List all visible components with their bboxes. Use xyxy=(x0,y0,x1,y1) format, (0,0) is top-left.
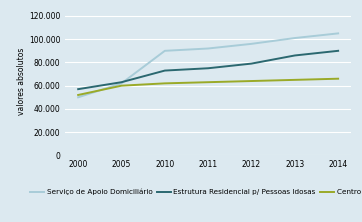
Serviço de Apoio Domiciliário xyxy=(249,43,254,45)
Estrutura Residencial p/ Pessoas Idosas xyxy=(119,81,124,83)
Serviço de Apoio Domiciliário xyxy=(76,96,80,99)
Centro de Dia xyxy=(336,77,340,80)
Estrutura Residencial p/ Pessoas Idosas xyxy=(292,54,297,57)
Serviço de Apoio Domiciliário xyxy=(336,32,340,35)
Centro de Dia xyxy=(76,94,80,96)
Line: Centro de Dia: Centro de Dia xyxy=(78,79,338,95)
Estrutura Residencial p/ Pessoas Idosas xyxy=(249,62,254,65)
Serviço de Apoio Domiciliário xyxy=(206,47,210,50)
Centro de Dia xyxy=(119,84,124,87)
Centro de Dia xyxy=(249,80,254,82)
Centro de Dia xyxy=(206,81,210,83)
Centro de Dia xyxy=(292,79,297,81)
Serviço de Apoio Domiciliário xyxy=(292,37,297,39)
Serviço de Apoio Domiciliário xyxy=(119,82,124,85)
Line: Estrutura Residencial p/ Pessoas Idosas: Estrutura Residencial p/ Pessoas Idosas xyxy=(78,51,338,89)
Estrutura Residencial p/ Pessoas Idosas xyxy=(206,67,210,69)
Estrutura Residencial p/ Pessoas Idosas xyxy=(76,88,80,91)
Y-axis label: valores absolutos: valores absolutos xyxy=(17,47,26,115)
Serviço de Apoio Domiciliário xyxy=(163,50,167,52)
Line: Serviço de Apoio Domiciliário: Serviço de Apoio Domiciliário xyxy=(78,33,338,97)
Centro de Dia xyxy=(163,82,167,85)
Estrutura Residencial p/ Pessoas Idosas xyxy=(336,50,340,52)
Legend: Serviço de Apoio Domiciliário, Estrutura Residencial p/ Pessoas Idosas, Centro d: Serviço de Apoio Domiciliário, Estrutura… xyxy=(27,186,362,198)
Estrutura Residencial p/ Pessoas Idosas xyxy=(163,69,167,72)
